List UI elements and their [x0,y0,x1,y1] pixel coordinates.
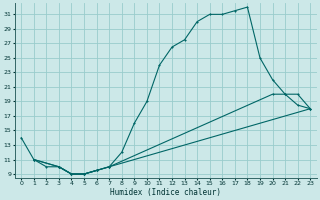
X-axis label: Humidex (Indice chaleur): Humidex (Indice chaleur) [110,188,221,197]
